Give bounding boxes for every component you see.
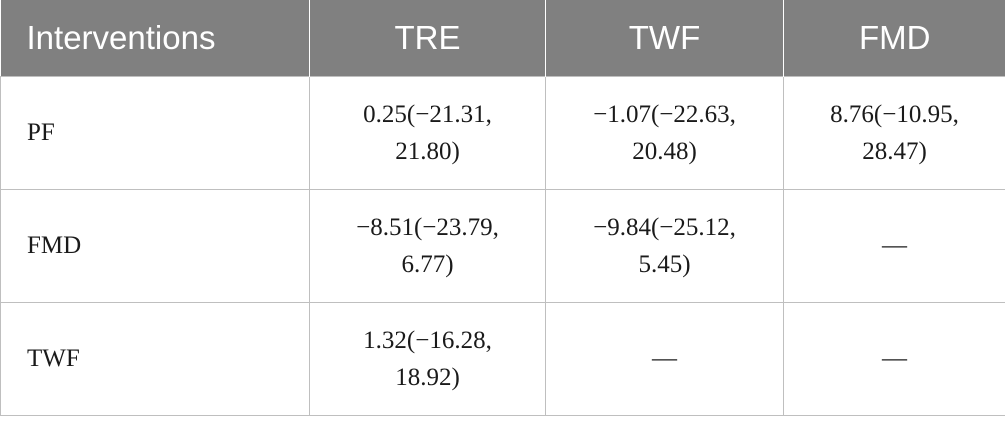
table-row-pf: PF 0.25(−21.31, 21.80) −1.07(−22.63, 20.… <box>0 75 1005 190</box>
cell-value-line: −8.51(−23.79, <box>356 213 499 241</box>
row-label-twf: TWF <box>0 301 310 416</box>
row-label-fmd: FMD <box>0 188 310 303</box>
cell-value-line: −9.84(−25.12, <box>593 213 736 241</box>
table-row-fmd: FMD −8.51(−23.79, 6.77) −9.84(−25.12, 5.… <box>0 188 1005 303</box>
row-label-pf: PF <box>0 75 310 190</box>
cell-twf-tre: 1.32(−16.28, 18.92) <box>309 301 546 416</box>
cell-value-line: — <box>882 232 907 259</box>
header-twf: TWF <box>545 0 784 76</box>
cell-value-line: 8.76(−10.95, <box>830 100 959 128</box>
cell-value-line: 20.48) <box>632 137 697 165</box>
cell-pf-twf: −1.07(−22.63, 20.48) <box>545 75 784 190</box>
cell-value-line: 5.45) <box>638 250 691 278</box>
cell-value-line: 18.92) <box>395 363 460 391</box>
comparison-table: Interventions TRE TWF FMD PF 0.25(−21.31… <box>0 0 1005 416</box>
cell-value-line: 28.47) <box>862 137 927 165</box>
table-header-row: Interventions TRE TWF FMD <box>0 0 1005 76</box>
header-fmd: FMD <box>783 0 1005 76</box>
cell-fmd-twf: −9.84(−25.12, 5.45) <box>545 188 784 303</box>
cell-pf-tre: 0.25(−21.31, 21.80) <box>309 75 546 190</box>
cell-value-line: −1.07(−22.63, <box>593 100 736 128</box>
cell-pf-fmd: 8.76(−10.95, 28.47) <box>783 75 1005 190</box>
cell-fmd-tre: −8.51(−23.79, 6.77) <box>309 188 546 303</box>
cell-value-line: 1.32(−16.28, <box>363 326 492 354</box>
cell-value-line: — <box>652 345 677 372</box>
header-tre: TRE <box>309 0 546 76</box>
cell-value-line: — <box>882 345 907 372</box>
cell-value-line: 21.80) <box>395 137 460 165</box>
cell-value-line: 0.25(−21.31, <box>363 100 492 128</box>
cell-twf-fmd: — <box>783 301 1005 416</box>
header-interventions: Interventions <box>0 0 310 76</box>
table-row-twf: TWF 1.32(−16.28, 18.92) — — <box>0 301 1005 416</box>
cell-value-line: 6.77) <box>401 250 454 278</box>
cell-fmd-fmd: — <box>783 188 1005 303</box>
cell-twf-twf: — <box>545 301 784 416</box>
